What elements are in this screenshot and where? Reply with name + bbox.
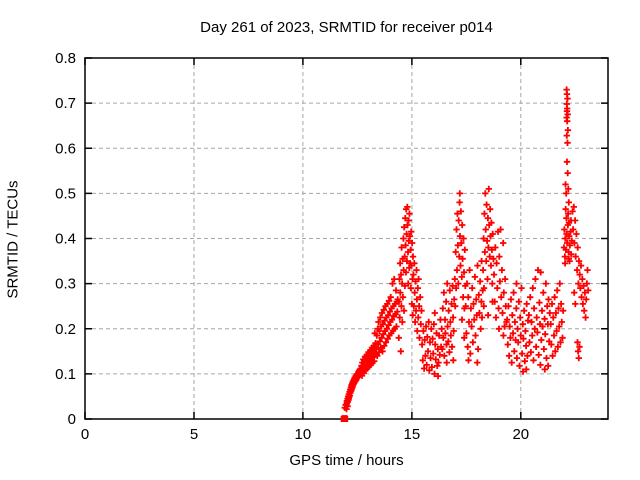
x-tick-label: 20 [512, 426, 529, 443]
scatter-origin-square [342, 416, 349, 422]
y-tick-label: 0.2 [55, 321, 76, 338]
y-tick-label: 0 [68, 411, 76, 428]
y-tick-label: 0.7 [55, 95, 76, 112]
x-tick-label: 0 [81, 426, 89, 443]
x-tick-label: 15 [404, 426, 421, 443]
scatter-points [341, 86, 592, 413]
y-tick-label: 0.4 [55, 231, 76, 248]
y-tick-label: 0.5 [55, 185, 76, 202]
y-tick-label: 0.6 [55, 140, 76, 157]
x-axis-label: GPS time / hours [289, 452, 404, 469]
gridlines [85, 58, 608, 419]
y-tick-label: 0.8 [55, 50, 76, 67]
y-tick-label: 0.3 [55, 276, 76, 293]
x-tick-label: 5 [190, 426, 198, 443]
y-tick-label: 0.1 [55, 366, 76, 383]
x-tick-label: 10 [295, 426, 312, 443]
chart-title: Day 261 of 2023, SRMTID for receiver p01… [200, 19, 493, 36]
